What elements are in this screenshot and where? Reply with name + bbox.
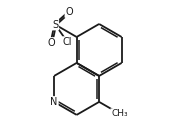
Text: S: S xyxy=(52,20,58,30)
Text: O: O xyxy=(65,7,73,17)
Text: CH₃: CH₃ xyxy=(111,109,128,118)
Text: Cl: Cl xyxy=(63,37,72,47)
Text: N: N xyxy=(51,97,58,107)
Text: O: O xyxy=(48,38,55,48)
